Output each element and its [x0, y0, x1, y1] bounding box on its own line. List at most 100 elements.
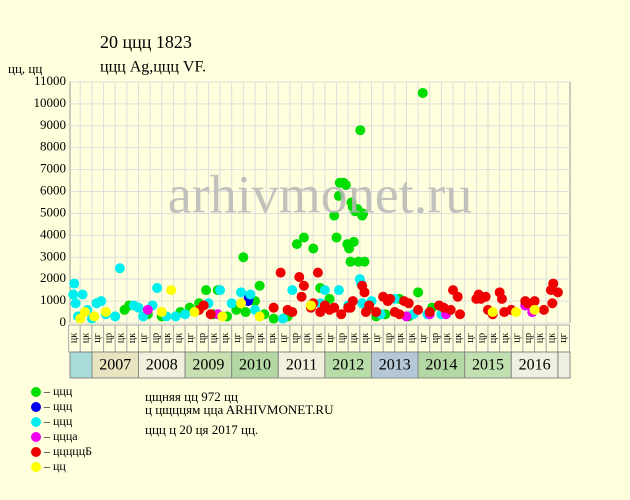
point: [333, 285, 344, 296]
point: [298, 280, 309, 291]
period-label: цк: [220, 333, 231, 343]
point: [312, 267, 323, 278]
y-tick-label: 7000: [40, 161, 66, 176]
period-label: цр: [383, 333, 394, 343]
period-label: цк: [442, 333, 453, 343]
point: [287, 285, 298, 296]
point: [345, 256, 356, 267]
point: [496, 293, 507, 304]
point: [205, 309, 216, 320]
period-label: цр: [523, 333, 534, 343]
point: [79, 307, 90, 318]
point: [480, 291, 491, 302]
year-cell: [231, 351, 279, 379]
point: [291, 239, 302, 250]
period-label: цг: [278, 333, 289, 342]
point: [538, 304, 549, 315]
period-label: цр: [476, 333, 487, 343]
period-label: цр: [104, 333, 115, 343]
period-label: цк: [395, 333, 406, 343]
point: [413, 304, 424, 315]
point: [329, 210, 340, 221]
year-label: 2012: [332, 357, 364, 374]
point: [371, 307, 382, 318]
chart-title: 20 ццц 1823: [100, 32, 192, 52]
period-label: цк: [127, 333, 138, 343]
year-cell: [277, 351, 326, 379]
point: [548, 278, 559, 289]
point: [358, 208, 369, 219]
point: [487, 307, 498, 318]
y-tick-label: 1000: [40, 292, 66, 307]
period-label: цк: [255, 333, 266, 343]
point: [424, 307, 435, 318]
point: [133, 302, 144, 313]
point: [114, 263, 125, 274]
year-label: 2015: [472, 357, 504, 374]
point: [403, 298, 414, 309]
point: [254, 311, 265, 322]
period-label: цк: [69, 333, 80, 343]
point: [236, 287, 247, 298]
point: [240, 307, 251, 318]
point: [166, 285, 177, 296]
point: [529, 296, 540, 307]
point: [254, 280, 265, 291]
point: [340, 179, 351, 190]
legend-marker: [31, 417, 41, 427]
y-tick-label: 2000: [40, 270, 66, 285]
year-label: 2014: [425, 357, 457, 374]
point: [296, 291, 307, 302]
period-label: цг: [372, 333, 383, 342]
point: [268, 313, 279, 324]
year-cell: [510, 351, 559, 379]
period-label: цк: [302, 333, 313, 343]
point: [294, 271, 305, 282]
period-label: цг: [465, 333, 476, 342]
legend-label: – ццц: [43, 399, 73, 413]
year-cell: [370, 351, 419, 379]
point: [217, 311, 228, 322]
legend-label: – цц: [43, 459, 66, 473]
point: [245, 289, 256, 300]
period-label: цк: [209, 333, 220, 343]
year-label: 2011: [286, 357, 317, 374]
point: [152, 282, 163, 293]
year-label: 2010: [239, 357, 271, 374]
y-tick-label: 8000: [40, 139, 66, 154]
plot-area: [69, 81, 571, 324]
point: [70, 298, 81, 309]
chart-subtitle: ццц Ag,ццц VF.: [100, 59, 206, 76]
point: [547, 298, 558, 309]
note: ц цщццям ццa ARHIVMONET.RU: [145, 402, 334, 417]
period-label: цр: [337, 333, 348, 343]
period-label: цк: [453, 333, 464, 343]
period-label: цг: [418, 333, 429, 342]
point: [452, 291, 463, 302]
year-label: 2016: [519, 357, 551, 374]
legend-label: – ццца: [43, 429, 78, 443]
y-tick-label: 5000: [40, 204, 66, 219]
period-label: цг: [325, 333, 336, 342]
legend-marker: [31, 387, 41, 397]
point: [77, 289, 88, 300]
period-label: цк: [407, 333, 418, 343]
legend-marker: [31, 402, 41, 412]
point: [287, 307, 298, 318]
period-label: цр: [197, 333, 208, 343]
year-cell-blank: [69, 351, 93, 379]
period-label: цр: [150, 333, 161, 343]
period-label: цр: [430, 333, 441, 343]
point: [359, 287, 370, 298]
period-label: цк: [115, 333, 126, 343]
point: [110, 311, 121, 322]
legend-marker: [31, 432, 41, 442]
point: [331, 232, 342, 243]
point: [364, 300, 375, 311]
period-label: цг: [92, 333, 103, 342]
point: [189, 307, 200, 318]
y-tick-label: 4000: [40, 226, 66, 241]
legend-marker: [31, 462, 41, 472]
period-label: цк: [174, 333, 185, 343]
point: [529, 304, 540, 315]
